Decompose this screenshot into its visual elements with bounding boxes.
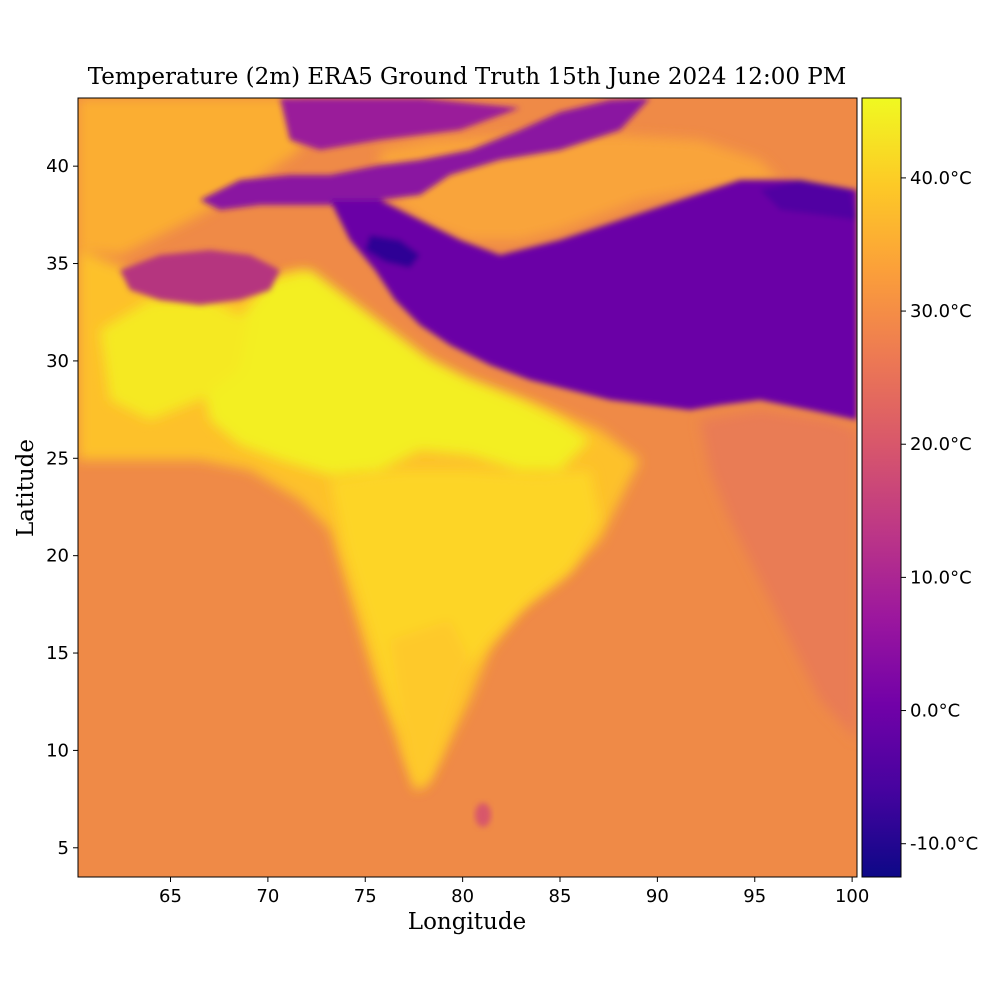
region-indo-gangetic-plain [200,270,590,475]
x-tick-label: 65 [159,886,182,907]
x-tick-label: 100 [835,886,869,907]
y-tick-label: 25 [46,448,69,469]
colorbar-tick-label: 10.0°C [910,567,972,588]
colorbar-tick-label: 40.0°C [910,168,972,189]
y-tick-label: 15 [46,643,69,664]
x-axis-ticks: 65 70 75 80 85 90 95 100 [159,877,869,907]
region-sri-lanka [475,803,491,827]
region-hindu-kush [120,250,280,305]
y-tick-label: 20 [46,546,69,567]
plot-frame [77,97,858,878]
y-tick-label: 40 [46,156,69,177]
x-tick-label: 90 [646,886,669,907]
heatmap-plot-area [78,98,857,877]
chart-title: Temperature (2m) ERA5 Ground Truth 15th … [88,64,847,90]
region-west-plateau [78,98,300,255]
cold-regions [120,98,857,420]
region-tianshan-north [280,98,520,150]
colorbar-tick-label: 20.0°C [910,434,972,455]
region-karakoram-peaks [365,235,420,268]
colorbar-tick-label: -10.0°C [910,834,978,855]
colorbar [861,97,902,878]
region-kunlun-peaks [760,180,857,220]
x-tick-label: 80 [451,886,474,907]
region-south-india [390,620,470,790]
region-pamir-tianshan [200,98,650,210]
x-tick-label: 75 [354,886,377,907]
x-tick-label: 85 [549,886,572,907]
y-axis-label: Latitude [13,439,39,537]
colorbar-ticks: -10.0°C 0.0°C 10.0°C 20.0°C 30.0°C 40.0°C [901,168,978,855]
x-axis-label: Longitude [408,909,526,935]
y-tick-label: 35 [46,254,69,275]
y-axis-ticks: 5 10 15 20 25 30 35 40 [46,156,78,859]
region-tibetan-plateau [330,180,857,420]
land-hot-regions [100,270,600,790]
region-pakistan-hot [100,300,250,420]
x-tick-label: 95 [743,886,766,907]
region-myanmar [700,410,857,740]
colorbar-tick-label: 30.0°C [910,301,972,322]
y-tick-label: 30 [46,351,69,372]
x-tick-label: 70 [256,886,279,907]
y-tick-label: 5 [58,838,69,859]
y-tick-label: 10 [46,740,69,761]
colorbar-tick-label: 0.0°C [910,701,960,722]
